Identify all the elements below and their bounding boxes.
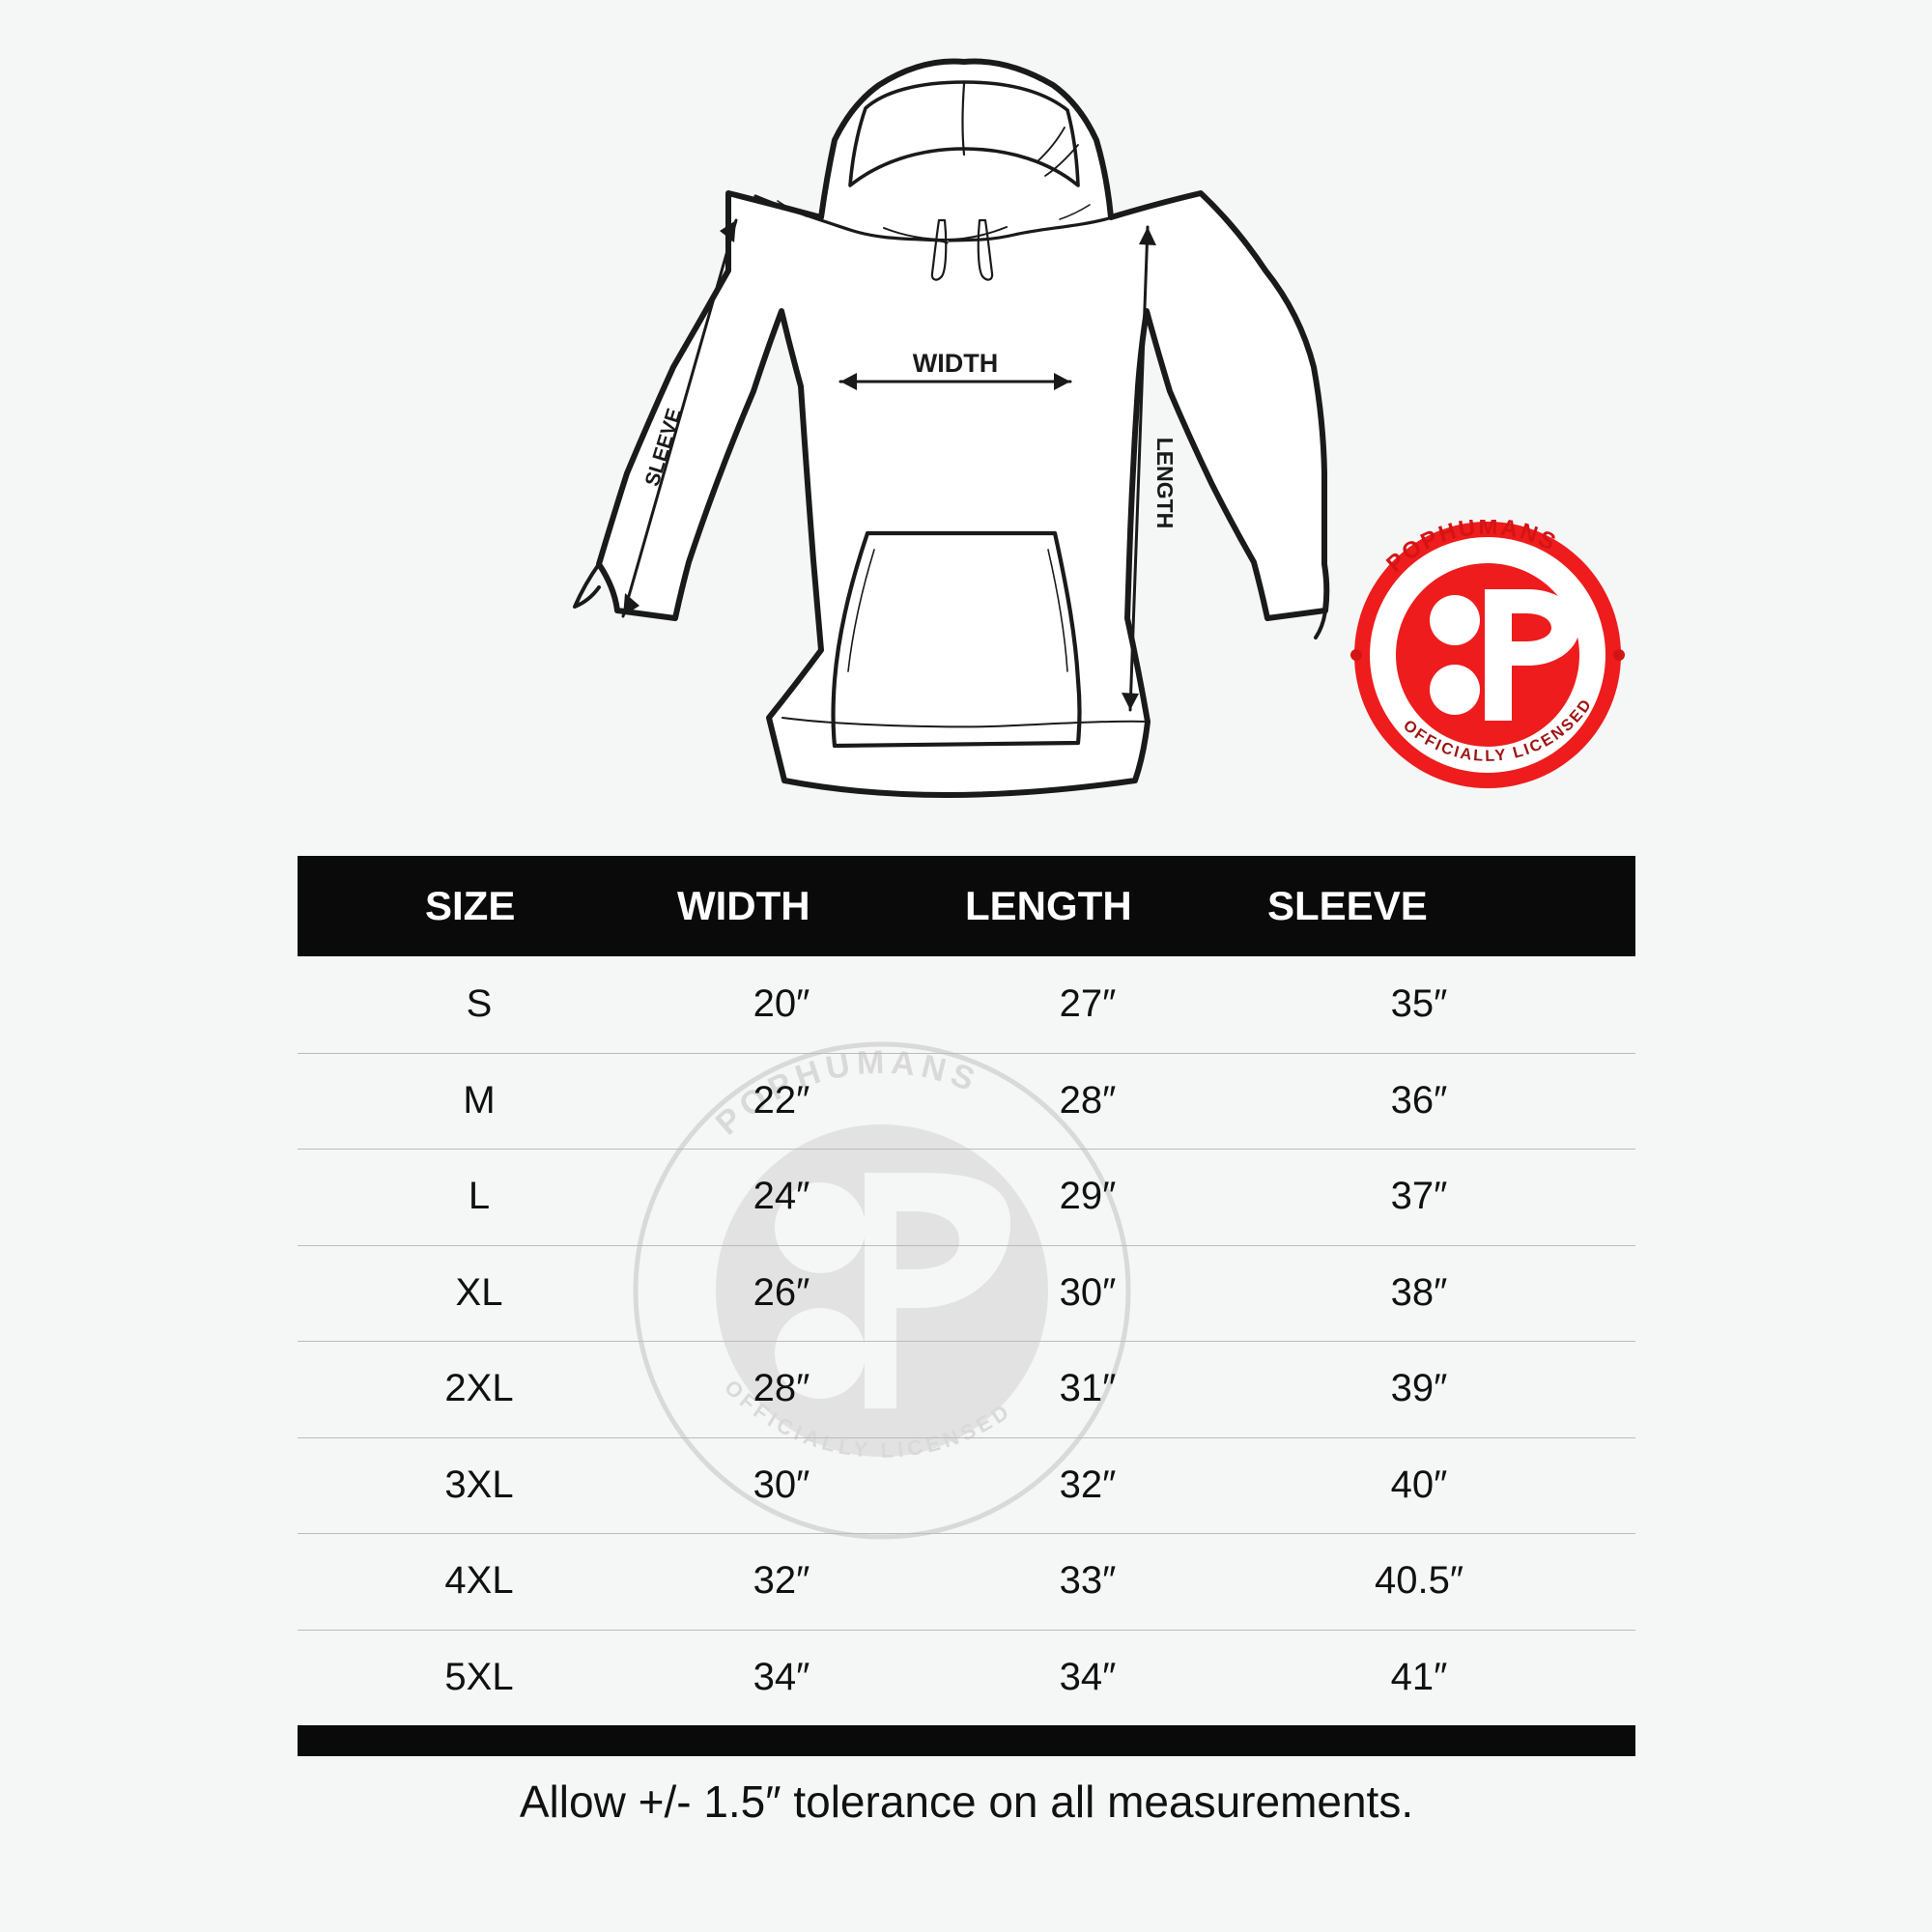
svg-text:WIDTH: WIDTH — [913, 349, 998, 378]
svg-text:LENGTH: LENGTH — [1152, 438, 1178, 529]
